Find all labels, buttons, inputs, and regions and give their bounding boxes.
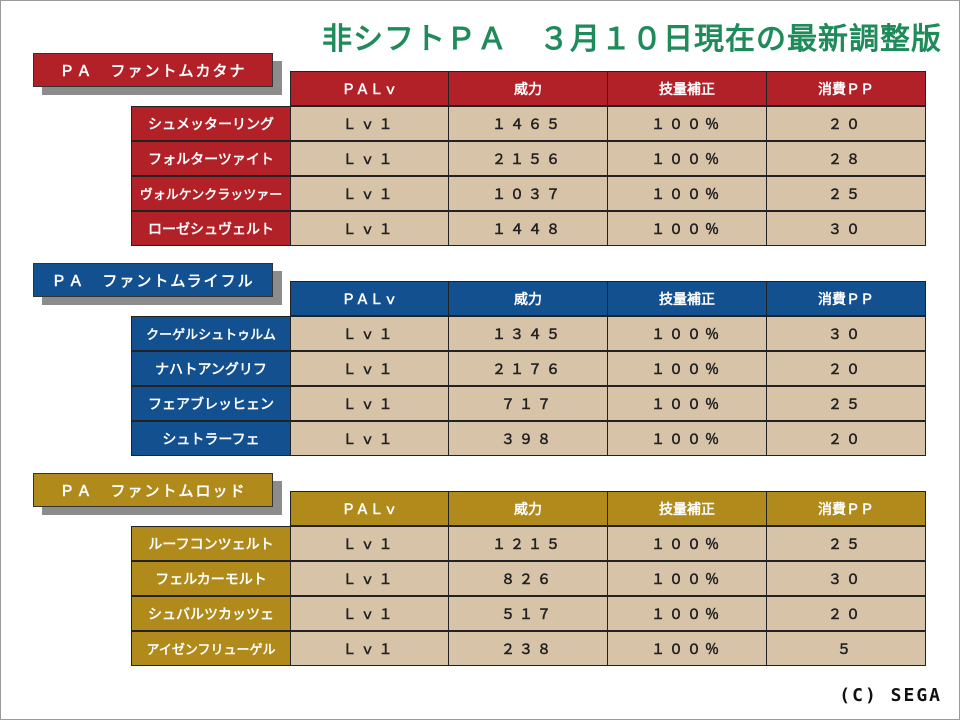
header-row: ＰＡＬｖ 威力 技量補正 消費ＰＰ: [290, 71, 926, 106]
pa-name: シュバルツカッツェ: [131, 596, 290, 631]
table-row: フェアブレッヒェン Ｌｖ１ ７１７ １００％ ２５: [131, 386, 926, 421]
header-row: ＰＡＬｖ 威力 技量補正 消費ＰＰ: [290, 281, 926, 316]
table-row: ルーフコンツェルト Ｌｖ１ １２１５ １００％ ２５: [131, 526, 926, 561]
power-cell: ２３８: [449, 631, 608, 666]
power-cell: ８２６: [449, 561, 608, 596]
pa-name: ヴォルケンクラッツァー: [131, 176, 290, 211]
skill-cell: １００％: [608, 596, 767, 631]
lv-cell: Ｌｖ１: [290, 561, 449, 596]
header-cell: 威力: [449, 491, 608, 526]
lv-cell: Ｌｖ１: [290, 106, 449, 141]
table-row: シュメッターリング Ｌｖ１ １４６５ １００％ ２０: [131, 106, 926, 141]
header-cell: 消費ＰＰ: [767, 71, 926, 106]
power-cell: １０３７: [449, 176, 608, 211]
skill-cell: １００％: [608, 141, 767, 176]
lv-cell: Ｌｖ１: [290, 176, 449, 211]
header-cell: 技量補正: [608, 491, 767, 526]
skill-cell: １００％: [608, 316, 767, 351]
lv-cell: Ｌｖ１: [290, 141, 449, 176]
power-cell: ２１７６: [449, 351, 608, 386]
power-cell: ７１７: [449, 386, 608, 421]
skill-cell: １００％: [608, 211, 767, 246]
table-row: フォルターツァイト Ｌｖ１ ２１５６ １００％ ２８: [131, 141, 926, 176]
skill-cell: １００％: [608, 421, 767, 456]
table-row: ローゼシュヴェルト Ｌｖ１ １４４８ １００％ ３０: [131, 211, 926, 246]
header-cell: 技量補正: [608, 281, 767, 316]
power-cell: ２１５６: [449, 141, 608, 176]
pp-cell: ２０: [767, 421, 926, 456]
header-cell: 技量補正: [608, 71, 767, 106]
pa-name: シュトラーフェ: [131, 421, 290, 456]
section-label: ＰＡ ファントムライフル: [33, 263, 273, 297]
table-row: クーゲルシュトゥルム Ｌｖ１ １３４５ １００％ ３０: [131, 316, 926, 351]
header-cell: 消費ＰＰ: [767, 491, 926, 526]
table-row: ナハトアングリフ Ｌｖ１ ２１７６ １００％ ２０: [131, 351, 926, 386]
pa-name: アイゼンフリューゲル: [131, 631, 290, 666]
pa-name: ナハトアングリフ: [131, 351, 290, 386]
pp-cell: ２５: [767, 386, 926, 421]
power-cell: １４６５: [449, 106, 608, 141]
power-cell: １３４５: [449, 316, 608, 351]
lv-cell: Ｌｖ１: [290, 351, 449, 386]
lv-cell: Ｌｖ１: [290, 421, 449, 456]
section-label: ＰＡ ファントムカタナ: [33, 53, 273, 87]
page-title: 非シフトＰＡ ３月１０日現在の最新調整版: [322, 22, 942, 57]
pa-name: クーゲルシュトゥルム: [131, 316, 290, 351]
copyright-logo: (C) SEGA: [839, 685, 942, 706]
table-row: アイゼンフリューゲル Ｌｖ１ ２３８ １００％ ５: [131, 631, 926, 666]
table-row: フェルカーモルト Ｌｖ１ ８２６ １００％ ３０: [131, 561, 926, 596]
pp-cell: ２０: [767, 596, 926, 631]
section-label: ＰＡ ファントムロッド: [33, 473, 273, 507]
skill-cell: １００％: [608, 386, 767, 421]
header-cell: 威力: [449, 281, 608, 316]
pp-cell: ２５: [767, 526, 926, 561]
skill-cell: １００％: [608, 106, 767, 141]
power-cell: ５１７: [449, 596, 608, 631]
pp-cell: ２０: [767, 106, 926, 141]
skill-cell: １００％: [608, 351, 767, 386]
lv-cell: Ｌｖ１: [290, 386, 449, 421]
pp-cell: ３０: [767, 211, 926, 246]
header-cell: ＰＡＬｖ: [290, 281, 449, 316]
pp-cell: ２８: [767, 141, 926, 176]
skill-cell: １００％: [608, 561, 767, 596]
header-row: ＰＡＬｖ 威力 技量補正 消費ＰＰ: [290, 491, 926, 526]
lv-cell: Ｌｖ１: [290, 596, 449, 631]
lv-cell: Ｌｖ１: [290, 316, 449, 351]
skill-cell: １００％: [608, 526, 767, 561]
table-row: ヴォルケンクラッツァー Ｌｖ１ １０３７ １００％ ２５: [131, 176, 926, 211]
power-cell: １２１５: [449, 526, 608, 561]
header-cell: ＰＡＬｖ: [290, 71, 449, 106]
section-katana: ＰＡ ファントムカタナ ＰＡＬｖ 威力 技量補正 消費ＰＰ シュメッターリング …: [0, 0, 960, 246]
table-row: シュトラーフェ Ｌｖ１ ３９８ １００％ ２０: [131, 421, 926, 456]
pp-cell: ５: [767, 631, 926, 666]
pp-cell: ３０: [767, 316, 926, 351]
lv-cell: Ｌｖ１: [290, 211, 449, 246]
pa-name: ローゼシュヴェルト: [131, 211, 290, 246]
pp-cell: ２０: [767, 351, 926, 386]
power-cell: １４４８: [449, 211, 608, 246]
skill-cell: １００％: [608, 176, 767, 211]
header-cell: 消費ＰＰ: [767, 281, 926, 316]
pp-cell: ２５: [767, 176, 926, 211]
pp-cell: ３０: [767, 561, 926, 596]
power-cell: ３９８: [449, 421, 608, 456]
skill-cell: １００％: [608, 631, 767, 666]
pa-name: フェルカーモルト: [131, 561, 290, 596]
table-row: シュバルツカッツェ Ｌｖ１ ５１７ １００％ ２０: [131, 596, 926, 631]
pa-name: シュメッターリング: [131, 106, 290, 141]
section-rifle: ＰＡ ファントムライフル ＰＡＬｖ 威力 技量補正 消費ＰＰ クーゲルシュトゥル…: [0, 210, 960, 456]
header-cell: ＰＡＬｖ: [290, 491, 449, 526]
pa-name: フェアブレッヒェン: [131, 386, 290, 421]
pa-name: ルーフコンツェルト: [131, 526, 290, 561]
header-cell: 威力: [449, 71, 608, 106]
lv-cell: Ｌｖ１: [290, 526, 449, 561]
pa-name: フォルターツァイト: [131, 141, 290, 176]
section-rod: ＰＡ ファントムロッド ＰＡＬｖ 威力 技量補正 消費ＰＰ ルーフコンツェルト …: [0, 420, 960, 666]
lv-cell: Ｌｖ１: [290, 631, 449, 666]
